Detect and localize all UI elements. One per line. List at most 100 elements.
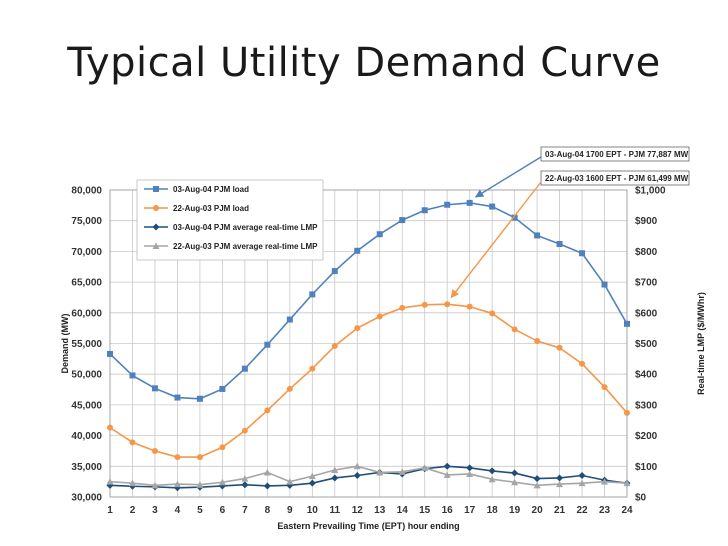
data-point [376,313,383,320]
y-tick-label: 35,000 [71,462,102,473]
data-point [241,481,249,489]
series-line [109,303,628,458]
series-3 [106,462,631,492]
data-point [241,475,249,482]
x-tick-label: 24 [621,505,633,516]
data-point [308,472,316,480]
y-tick-label: 80,000 [71,186,102,197]
x-tick-label: 19 [509,505,521,516]
data-point [174,454,181,461]
data-point [444,301,451,308]
annotation-arrow [474,156,542,198]
y-tick-label: 75,000 [71,216,102,227]
data-point [128,479,136,487]
data-point [443,462,451,470]
data-point [534,232,541,239]
data-point [466,303,473,310]
data-point [511,326,518,333]
data-point [624,409,630,416]
x-tick-label: 18 [487,505,499,516]
data-point [601,281,608,288]
legend-swatch-marker [152,223,160,231]
data-point [466,470,474,477]
data-point [421,207,428,214]
y-tick-label: 70,000 [71,247,102,258]
annotations: 03-Aug-04 1700 EPT - PJM 77,887 MW 22-Aug… [450,146,690,299]
x-tick-label: 20 [532,505,544,516]
data-point [533,481,541,489]
data-point [443,471,451,478]
y-tick-label: 50,000 [71,370,102,381]
x-tick-label: 15 [419,505,431,516]
data-point [129,439,136,446]
y2-tick-label: $1,000 [635,186,666,197]
data-point [556,344,563,351]
legend: 03-Aug-04 PJM load 22-Aug-03 PJM load 03-A… [136,179,324,261]
legend-swatch-marker [152,242,160,249]
y2-tick-label: $900 [635,216,658,227]
y2-tick-label: $700 [635,278,658,289]
y-tick-label: 40,000 [71,431,102,442]
data-point [286,385,293,392]
data-point [218,478,226,486]
data-point [219,444,226,451]
y-tick-label: 30,000 [71,493,102,504]
data-point [263,482,271,490]
x-tick-label: 23 [599,505,611,516]
legend-entry-label: 22-Aug-03 PJM load [173,204,249,213]
y2-axis-title: Real-time LMP ($/MWhr) [696,292,706,395]
plot-frame [109,189,628,498]
data-point [264,341,271,348]
x-tick-label: 16 [442,505,454,516]
data-point [489,203,496,210]
series-4 [106,462,631,489]
data-point [241,427,248,434]
data-point [174,394,181,401]
data-point [286,316,293,323]
data-point [601,384,608,391]
data-point [107,350,113,357]
data-point [399,304,406,311]
data-point [376,231,383,238]
data-point [421,464,429,471]
x-tick-label: 21 [554,505,566,516]
data-point [196,454,203,461]
x-tick-label: 4 [175,505,181,516]
data-point [578,472,586,480]
x-tick-label: 13 [374,505,386,516]
y2-tick-label: $300 [635,400,658,411]
annotation-label: 03-Aug-04 1700 EPT - PJM 77,887 MW [545,150,689,159]
data-point [151,481,159,489]
data-point [219,385,226,392]
data-point [241,365,248,372]
x-tick-label: 6 [220,505,226,516]
data-point [107,424,113,431]
x-tick-label: 2 [130,505,136,516]
x-tick-label: 9 [287,505,293,516]
x-tick-label: 7 [242,505,248,516]
data-point [151,385,158,392]
data-point [489,310,496,317]
annotation-box [540,146,690,162]
data-point [534,338,541,345]
data-point [399,217,406,224]
annotation-arrow [450,181,542,299]
data-point [556,480,564,488]
data-point [196,481,204,488]
data-point [601,478,609,485]
data-point [511,469,519,477]
series-2 [107,301,630,461]
y2-tick-label: $500 [635,339,658,350]
x-tick-label: 5 [197,505,203,516]
y-tick-label: 60,000 [71,308,102,319]
data-point [263,468,271,476]
data-point [309,365,316,372]
data-point [264,407,271,414]
data-point [488,475,496,483]
x-tick-label: 8 [265,505,271,516]
slide-title: Typical Utility Demand Curve [67,40,661,86]
data-point [151,447,158,454]
data-point [353,462,361,470]
x-tick-label: 17 [464,505,476,516]
